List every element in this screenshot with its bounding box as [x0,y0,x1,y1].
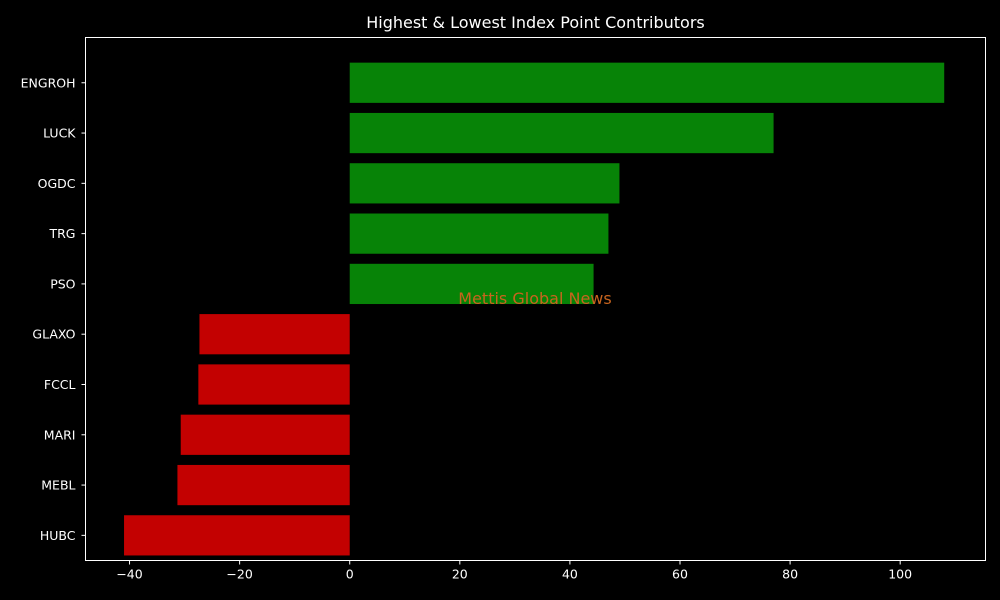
bar-glaxo [199,314,350,355]
bar-fccl [198,364,350,405]
y-tick-label-mari: MARI [44,427,76,442]
x-tick-label: 40 [562,567,578,582]
y-tick-label-fccl: FCCL [44,377,76,392]
y-tick-label-hubc: HUBC [40,528,76,543]
bar-mari [180,414,350,455]
y-tick-label-luck: LUCK [43,126,76,141]
x-tick-label: 100 [888,567,912,582]
bars [124,62,945,556]
x-tick-label: 20 [452,567,468,582]
bar-hubc [124,515,350,556]
plot-frame [85,37,986,561]
chart-title: Highest & Lowest Index Point Contributor… [366,13,705,32]
watermark: Mettis Global News [458,289,611,308]
bar-trg [349,213,609,254]
y-tick-label-glaxo: GLAXO [32,327,75,342]
bar-luck [349,112,774,154]
bar-mebl [177,464,350,506]
y-tick-label-engroh: ENGROH [21,75,76,90]
x-tick-label: 60 [672,567,688,582]
x-axis-ticks: −40 −20 0 20 40 60 80 100 [116,560,912,582]
x-tick-label: 80 [782,567,798,582]
y-axis-ticks: ENGROH LUCK OGDC TRG PSO GLAXO FCCL MARI MEBL HUB… [21,75,86,543]
bar-pso [349,263,594,305]
x-tick-label: 0 [346,567,354,582]
bar-ogdc [349,163,620,204]
y-tick-label-mebl: MEBL [41,478,75,493]
bar-engroh [349,62,945,103]
y-tick-label-trg: TRG [48,226,75,241]
x-tick-label: −20 [226,567,252,582]
y-tick-label-pso: PSO [50,276,75,291]
x-tick-label: −40 [116,567,142,582]
y-tick-label-ogdc: OGDC [38,176,76,191]
